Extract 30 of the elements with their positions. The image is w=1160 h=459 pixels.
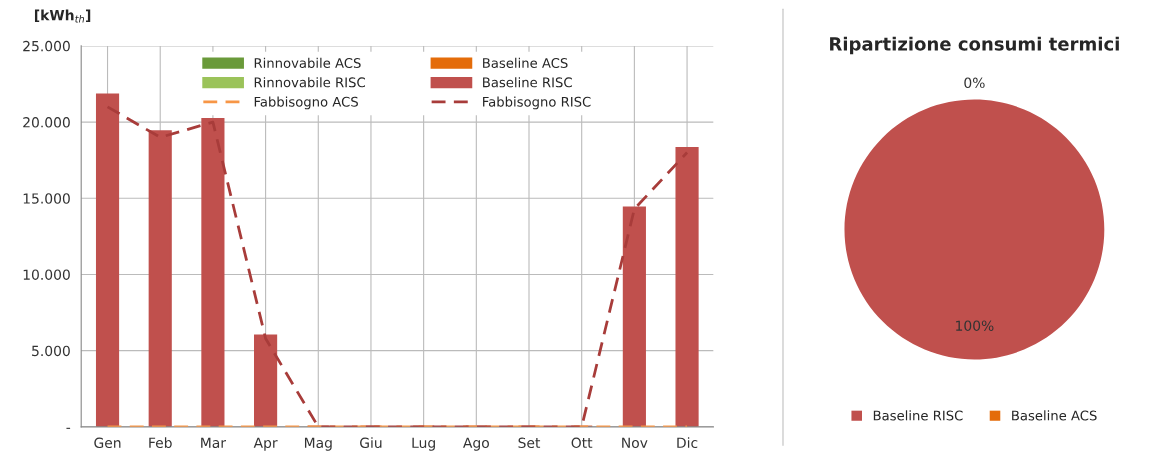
y-axis-title: [kWh$_{th}$] <box>34 9 91 23</box>
y-tick-label: 15.000 <box>23 193 70 204</box>
legend-label: Rinnovabile RISC <box>254 77 365 88</box>
y-tick-label: 5.000 <box>32 345 70 357</box>
x-tick-label: Gen <box>94 437 121 449</box>
y-tick-label: 25.000 <box>23 40 70 52</box>
data-label: 100% <box>956 320 994 331</box>
legend-label: Baseline RISC <box>873 410 963 421</box>
y-tick-label: 10.000 <box>23 269 70 280</box>
x-tick-label: Mar <box>201 437 227 449</box>
text: 0% <box>964 77 985 89</box>
y-tick-label: 20.000 <box>23 117 70 128</box>
legend-label: Baseline ACS <box>1012 410 1097 421</box>
x-tick-label: Ago <box>463 437 489 451</box>
x-tick-label: Ott <box>571 437 593 449</box>
legend-label: Baseline ACS <box>483 57 568 68</box>
x-tick-label: Nov <box>622 437 648 449</box>
x-tick-label: Apr <box>253 437 278 451</box>
x-tick-label: Mag <box>304 437 332 451</box>
legend-label: Fabbisogno ACS <box>254 96 358 110</box>
y-tick-label: - <box>66 427 71 429</box>
x-tick-label: Giu <box>360 437 382 449</box>
legend-label: Baseline RISC <box>483 77 572 88</box>
x-tick-label: Dic <box>677 437 698 449</box>
x-tick-label: Set <box>518 437 541 449</box>
x-tick-label: Feb <box>149 437 172 449</box>
legend-label: Rinnovabile ACS <box>254 57 361 68</box>
chart-title: Ripartizione consumi termici <box>830 36 1119 55</box>
x-tick-label: Lug <box>412 437 435 451</box>
legend-label: Fabbisogno RISC <box>483 96 591 110</box>
